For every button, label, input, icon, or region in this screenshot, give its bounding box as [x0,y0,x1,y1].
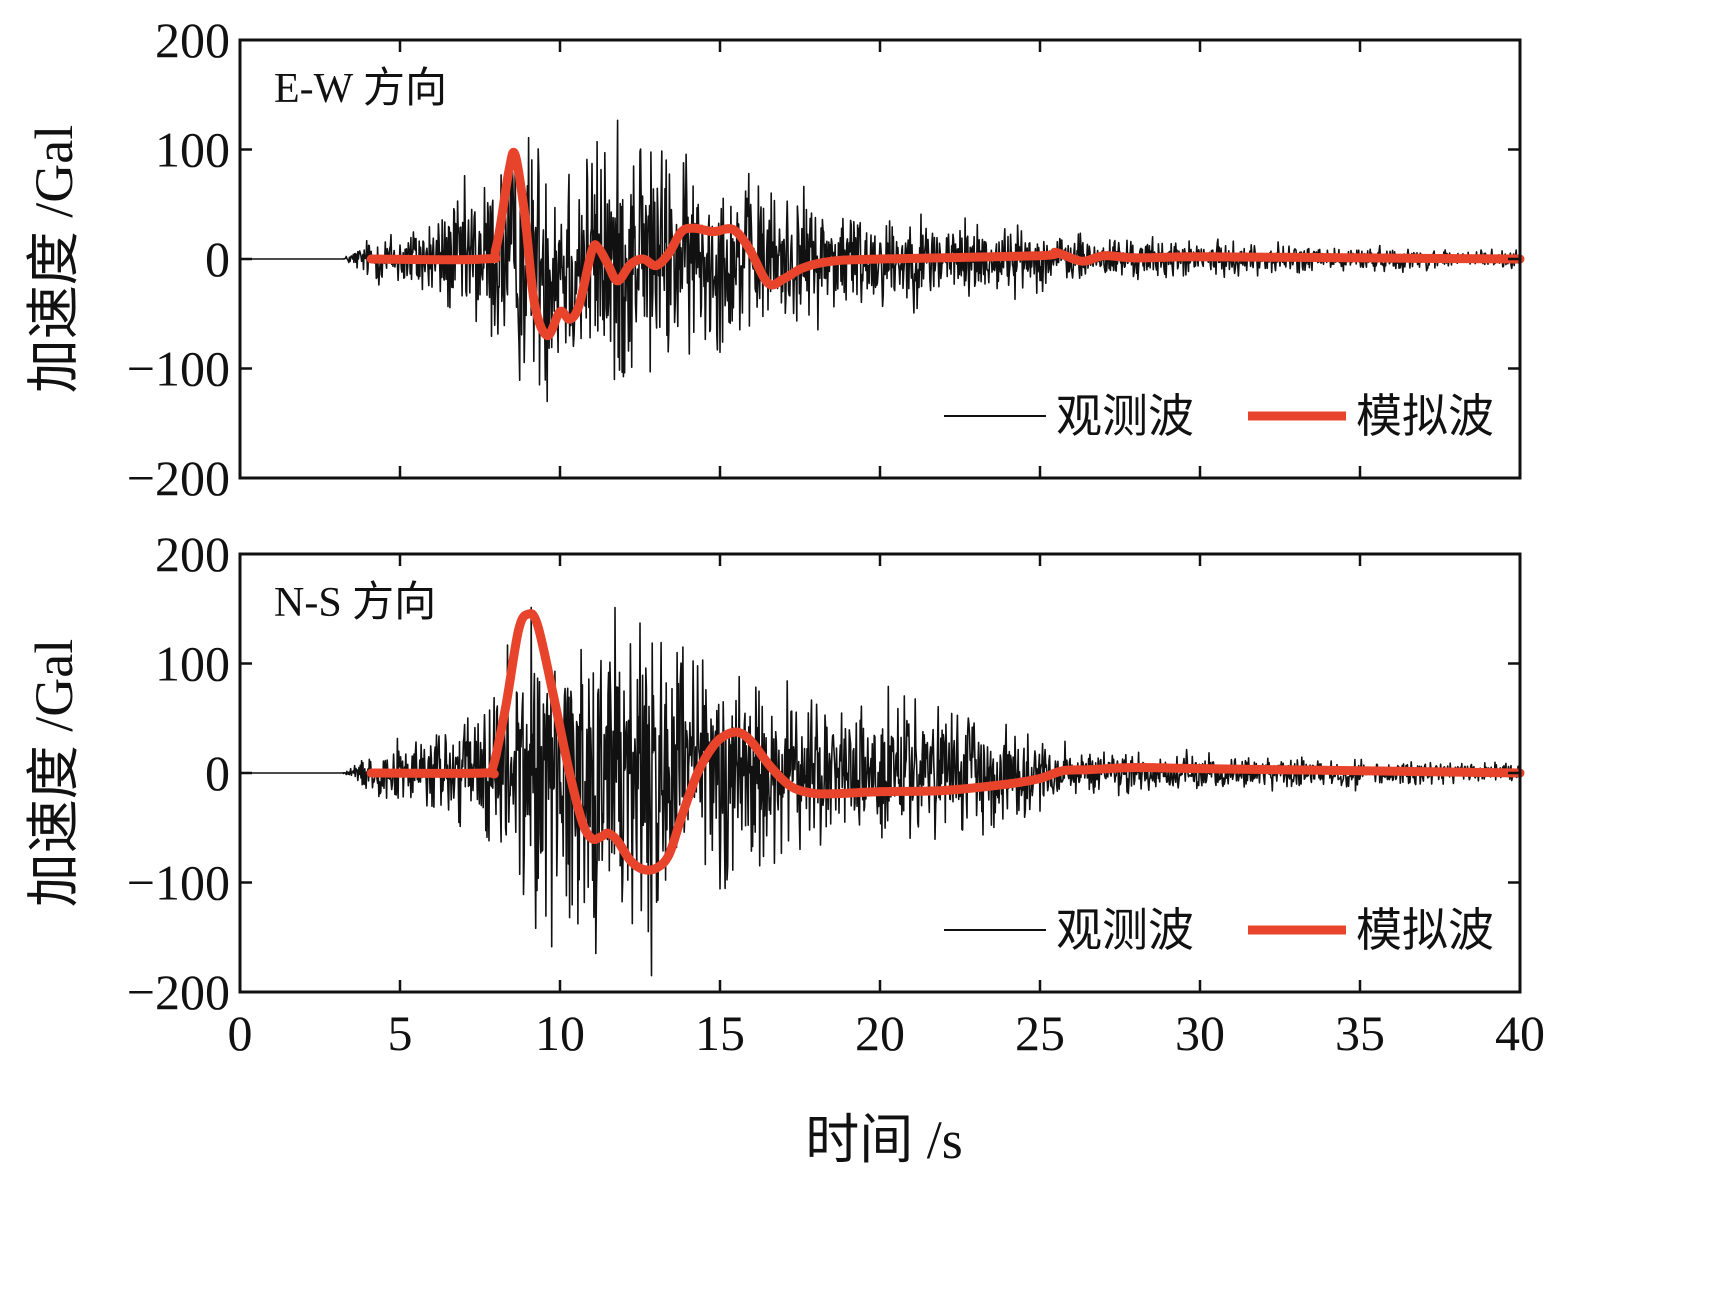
ew-y-tick-label--100: −100 [127,341,230,397]
ns-y-axis-title: 加速度 /Gal [24,639,84,907]
x-tick-label-30: 30 [1175,1005,1225,1061]
ew-legend-observed-label: 观测波 [1056,391,1194,442]
x-tick-label-5: 5 [388,1005,413,1061]
ew-simulated-wave-line [366,147,1525,341]
ns-legend-observed-label: 观测波 [1056,905,1194,956]
ew-panel-title: E-W 方向 [274,66,447,112]
ew-y-tick-label-0: 0 [205,231,230,287]
ew-y-tick-label-200: 200 [155,12,230,68]
x-tick-label-25: 25 [1015,1005,1065,1061]
ew-y-axis-title: 加速度 /Gal [24,125,84,393]
x-axis-title: 时间 /s [805,1110,963,1170]
x-tick-label-10: 10 [535,1005,585,1061]
x-tick-label-0: 0 [228,1005,253,1061]
ns-panel: N-S 方向 加速度 /Gal 观测波 模拟波 0 5 10 15 20 25 30 35 40… [24,526,1545,1061]
ns-y-tick-label--100: −100 [127,855,230,911]
ew-panel: E-W 方向 加速度 /Gal 观测波 模拟波 200 100 0 −100 −200 [24,12,1525,506]
ns-y-tick-label--200: −200 [127,964,230,1020]
x-tick-label-40: 40 [1495,1005,1545,1061]
ns-panel-title: N-S 方向 [274,580,436,626]
x-tick-label-20: 20 [855,1005,905,1061]
ew-y-tick-label--200: −200 [127,450,230,506]
ew-y-tick-label-100: 100 [155,122,230,178]
ns-y-tick-label-0: 0 [205,745,230,801]
ns-legend-simulated-label: 模拟波 [1356,905,1494,956]
x-tick-label-15: 15 [695,1005,745,1061]
ns-y-tick-label-200: 200 [155,526,230,582]
ns-simulated-wave-line [366,609,1525,875]
ns-y-tick-label-100: 100 [155,636,230,692]
x-tick-label-35: 35 [1335,1005,1385,1061]
ew-legend-simulated-label: 模拟波 [1356,391,1494,442]
